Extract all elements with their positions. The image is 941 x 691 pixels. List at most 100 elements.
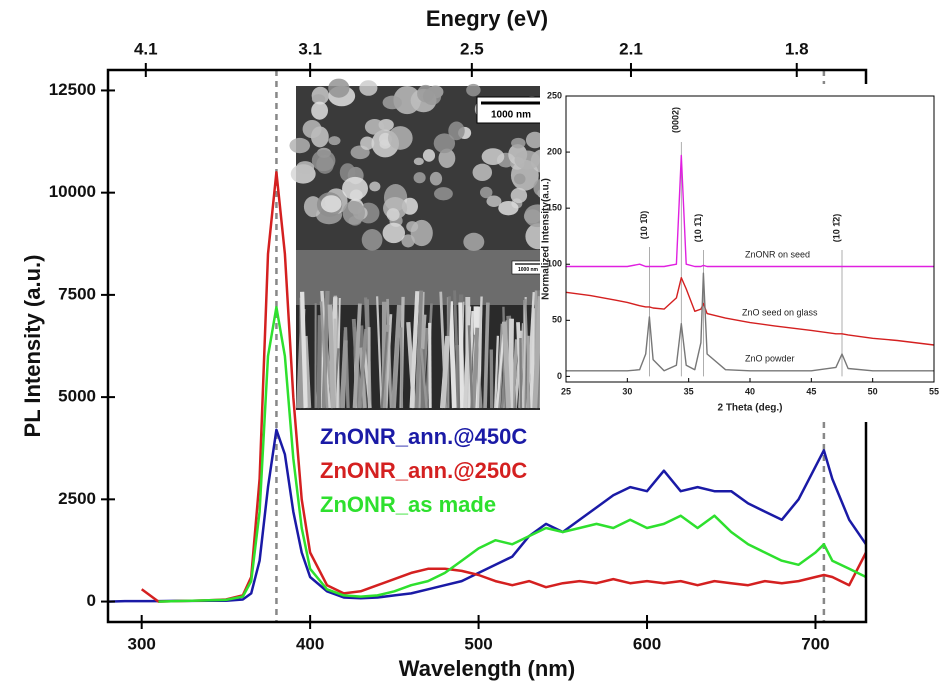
x-tick-label: 400 xyxy=(296,634,324,653)
sem-rod xyxy=(341,340,348,409)
sem-rod xyxy=(384,314,393,409)
scale-box xyxy=(476,96,546,124)
x-axis-title: Wavelength (nm) xyxy=(399,656,575,681)
sem-grain xyxy=(296,161,315,174)
sem-grain xyxy=(422,149,436,162)
sem-grain xyxy=(360,136,375,150)
sem-rod xyxy=(327,304,336,409)
sem-rod xyxy=(391,337,400,409)
sem-rod xyxy=(529,308,536,409)
legend-entry: ZnONR_as made xyxy=(320,492,496,517)
x-tick-label: 700 xyxy=(801,634,829,653)
peak-label: (10 1̄0) xyxy=(639,211,649,240)
y-tick-label: 7500 xyxy=(58,284,96,303)
sem-grain xyxy=(328,78,350,98)
sem-grain xyxy=(320,195,342,213)
x2-axis-title: Enegry (eV) xyxy=(426,6,548,31)
sem-grain xyxy=(302,119,322,139)
sem-rod xyxy=(510,339,519,409)
sem-grain xyxy=(422,87,442,106)
inset-x-tick-label: 45 xyxy=(806,386,816,396)
sem-grain xyxy=(393,85,421,115)
data-line xyxy=(566,154,934,268)
sem-rod xyxy=(375,296,383,409)
inset-x-tick-label: 35 xyxy=(684,386,694,396)
sem-grain xyxy=(433,133,456,154)
sem-grain xyxy=(472,163,493,182)
sem-rod xyxy=(532,296,543,409)
sem-grain xyxy=(525,131,544,149)
inset-y-title: Normalized Intensity(a.u.) xyxy=(541,178,552,300)
sem-grain xyxy=(311,101,328,120)
sem-grain xyxy=(463,232,485,251)
sem-rod xyxy=(494,335,500,409)
sem-grain xyxy=(342,176,369,201)
series-label: ZnO powder xyxy=(745,353,795,363)
y-tick-label: 5000 xyxy=(58,387,96,406)
x-tick-label: 300 xyxy=(128,634,156,653)
inset-y-tick-label: 200 xyxy=(547,146,562,156)
sem-rod xyxy=(471,327,480,409)
sem-grain xyxy=(289,137,311,154)
scale-label: 1000 nm xyxy=(518,267,539,273)
sem-grain xyxy=(386,208,400,221)
data-line xyxy=(107,428,868,603)
sem-grain xyxy=(511,137,526,149)
sem-grain xyxy=(510,187,528,204)
sem-grain xyxy=(413,172,426,184)
inset-background xyxy=(540,84,941,422)
peak-label: (10 1̄2) xyxy=(831,214,841,243)
sem-grain xyxy=(387,126,413,150)
sem-grain xyxy=(311,149,336,172)
series-label: ZnONR on seed xyxy=(745,249,810,259)
inset-x-tick-label: 55 xyxy=(929,386,939,396)
sem-grain xyxy=(479,186,493,199)
inset-y-tick-label: 50 xyxy=(552,315,562,325)
sem-rod xyxy=(357,328,368,409)
inset-x-tick-label: 30 xyxy=(622,386,632,396)
legend-entry: ZnONR_ann.@450C xyxy=(320,424,527,449)
peak-label: (10 1̄1) xyxy=(693,214,703,243)
sem-rod xyxy=(440,335,451,409)
sem-images: 1000 nm 1000 nm xyxy=(289,78,557,410)
sem-rod xyxy=(463,306,472,409)
sem-rod xyxy=(319,301,329,409)
sem-rod xyxy=(467,325,474,409)
x-tick-label: 500 xyxy=(464,634,492,653)
sem-rod xyxy=(526,335,530,409)
sem-grain xyxy=(382,95,402,110)
sem-rod xyxy=(316,315,323,409)
sem-rod xyxy=(409,291,420,409)
y-tick-label: 0 xyxy=(87,591,96,610)
data-line xyxy=(565,277,935,346)
sem-grain xyxy=(311,94,326,104)
series-label: ZnO seed on glass xyxy=(742,307,818,317)
sem-rod xyxy=(501,321,511,409)
sem-rod xyxy=(448,301,457,409)
inset-y-tick-label: 150 xyxy=(547,203,562,213)
data-line xyxy=(158,305,867,603)
sem-rod xyxy=(321,290,330,409)
data-line xyxy=(566,272,934,372)
y-tick-label: 12500 xyxy=(49,80,96,99)
sem-rod xyxy=(303,335,312,409)
sem-grain xyxy=(339,163,356,182)
x2-tick-label: 4.1 xyxy=(134,39,158,58)
sem-grain xyxy=(342,200,366,225)
sem-grain xyxy=(382,222,406,244)
legend-entry: ZnONR_ann.@250C xyxy=(320,458,527,483)
sem-grain xyxy=(438,148,456,169)
sem-rod xyxy=(495,334,505,409)
sem-rod xyxy=(380,331,389,409)
sem-grain xyxy=(513,173,526,185)
sem-rod xyxy=(476,296,483,409)
sem-grain xyxy=(364,118,385,135)
sem-grain xyxy=(448,121,465,141)
sem-grain xyxy=(361,229,383,251)
sem-grain xyxy=(498,200,519,216)
sem-grain xyxy=(466,83,481,97)
x2-tick-label: 2.1 xyxy=(619,39,643,58)
y-axis-title: PL Intensity (a.u.) xyxy=(20,255,45,438)
sem-grain xyxy=(481,148,505,165)
inset-y-tick-label: 0 xyxy=(557,371,562,381)
